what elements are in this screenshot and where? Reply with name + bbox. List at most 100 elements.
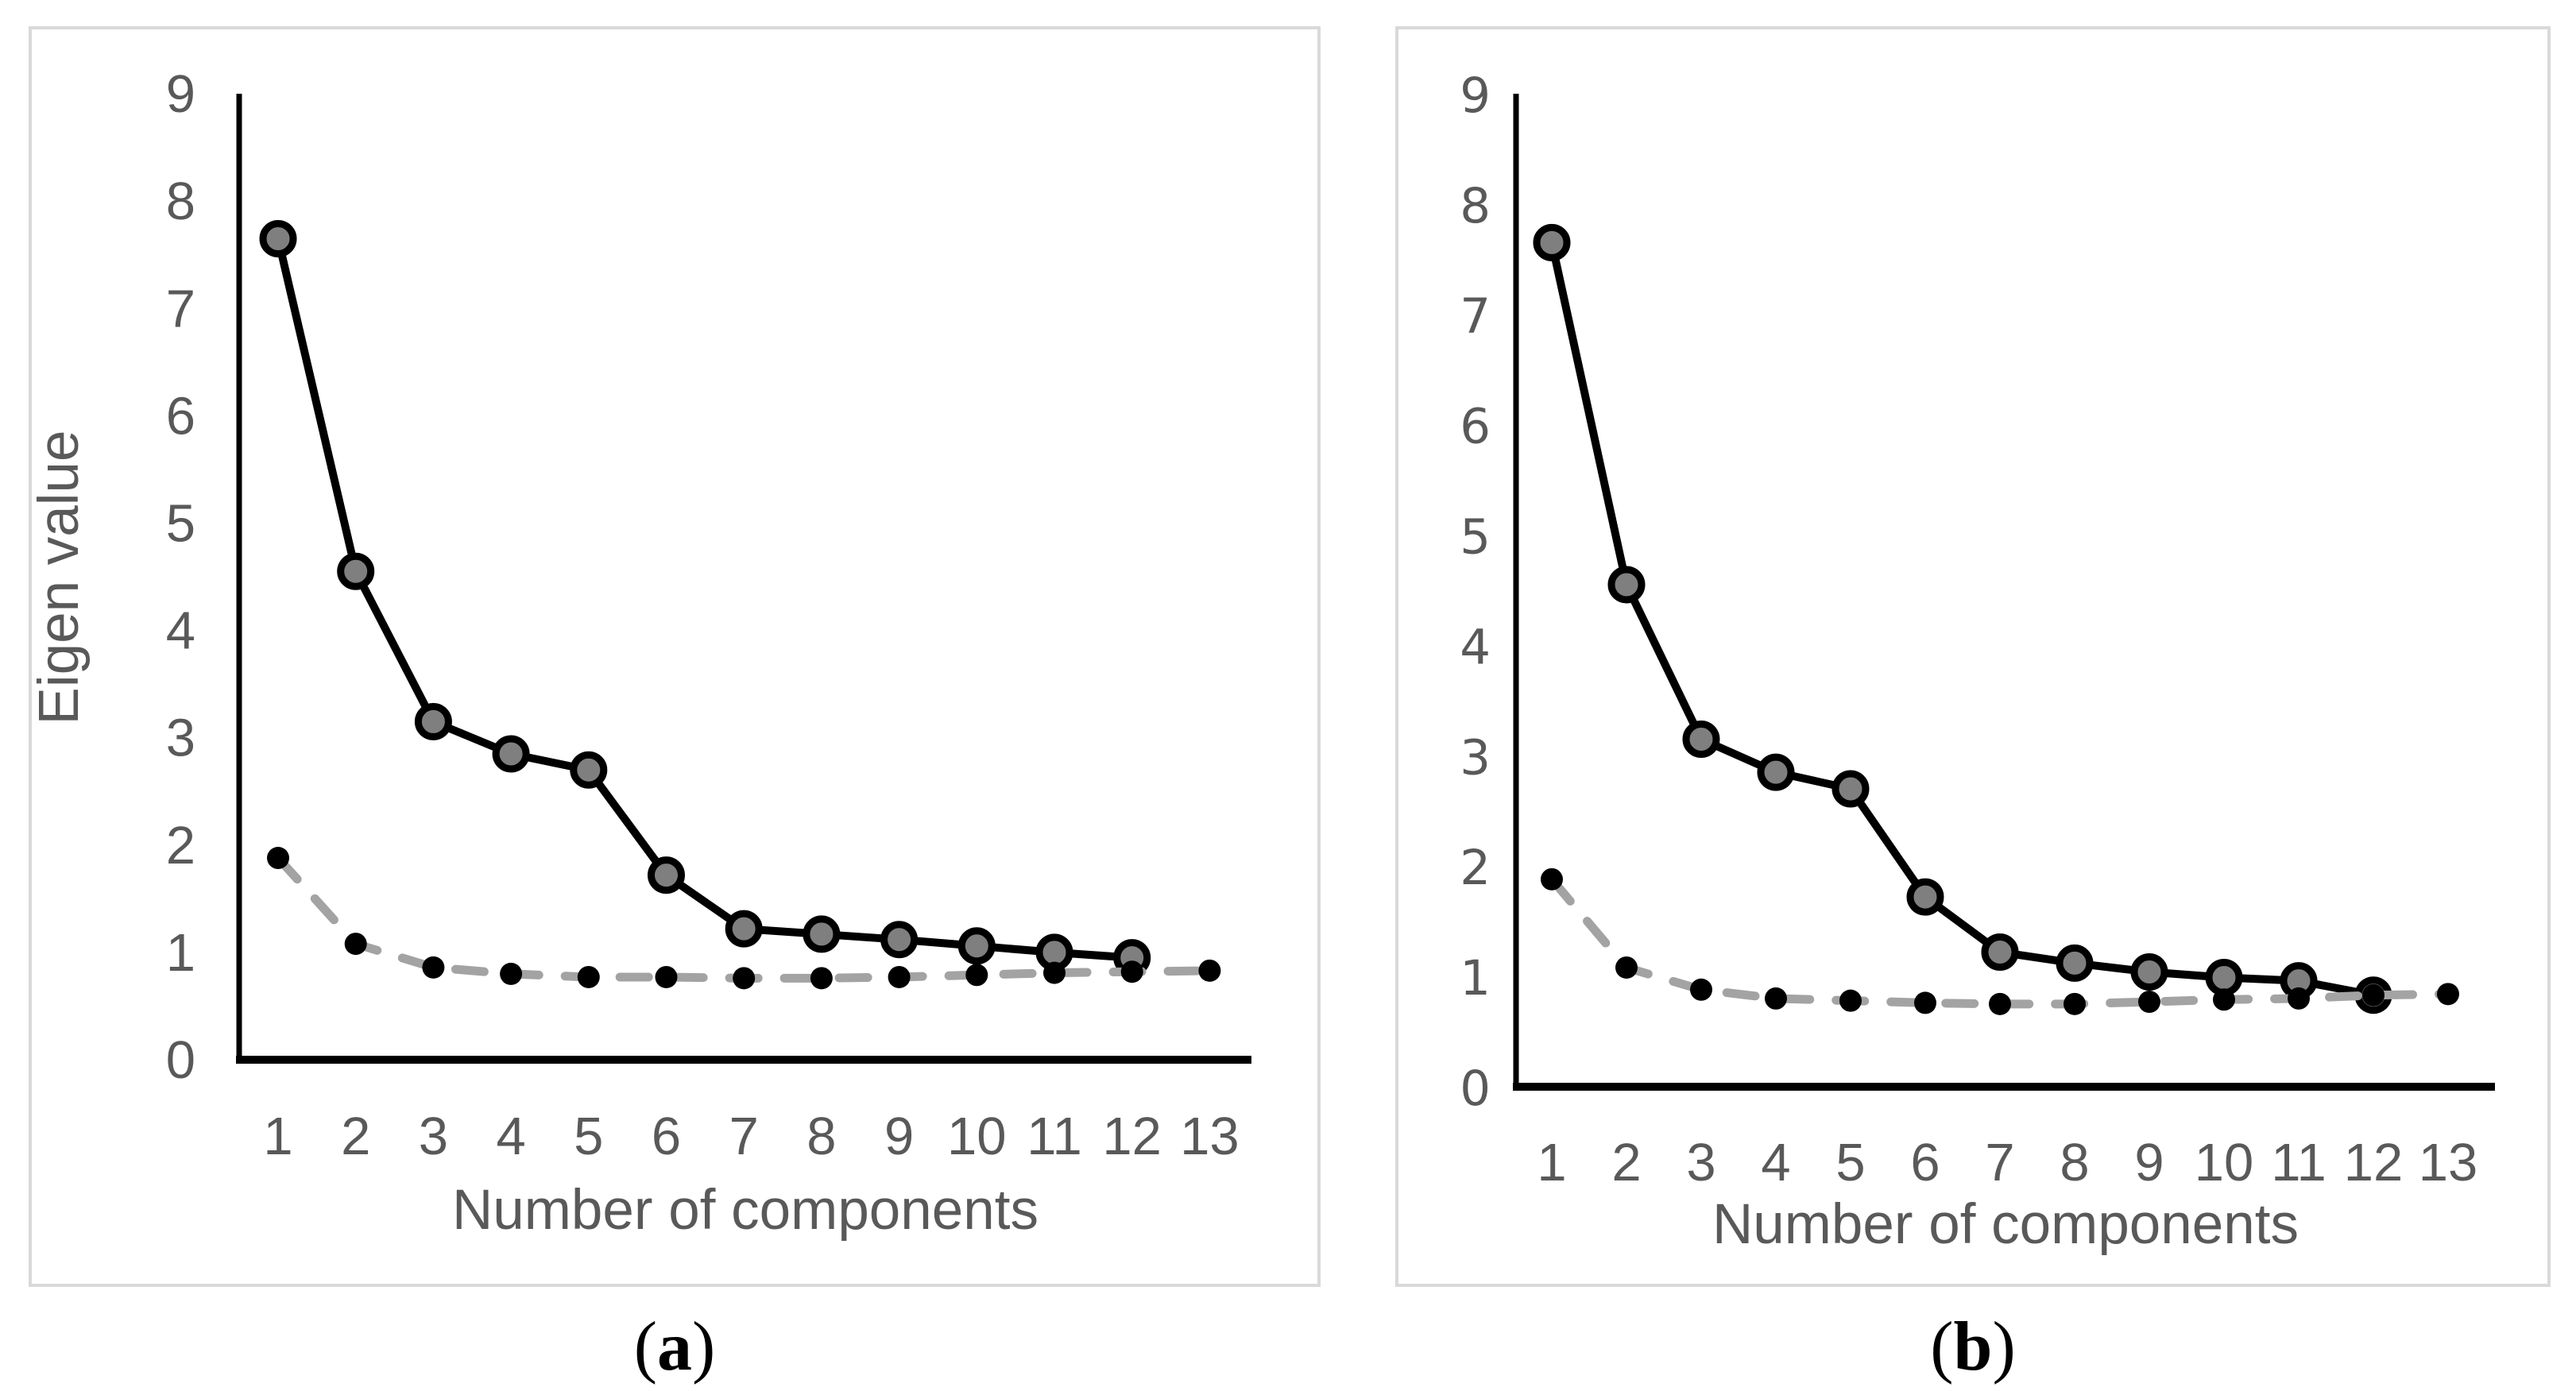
reference-marker	[888, 965, 911, 988]
x-tick-label: 10	[947, 1107, 1007, 1166]
reference-marker	[1043, 961, 1066, 984]
y-tick-label: 6	[1460, 399, 1491, 455]
x-tick-label: 8	[2060, 1133, 2089, 1192]
panel-a: 0 1 2 3 4 5 6 7 8 9 1 2 3 4 5 6 7 8 9 10 11 12 13 Number of com…	[29, 26, 1321, 1287]
reference-marker	[2437, 983, 2459, 1006]
x-tick-label: 13	[1180, 1107, 1240, 1166]
reference-marker	[1615, 956, 1638, 979]
x-axis-title: Number of components	[452, 1179, 1039, 1242]
y-tick-label: 6	[166, 386, 195, 446]
y-tick-label: 3	[166, 709, 195, 768]
eigenvalue-marker	[1831, 770, 1870, 808]
x-tick-label: 6	[652, 1107, 681, 1166]
x-axis-title: Number of components	[1712, 1193, 2299, 1256]
y-tick-label: 9	[1460, 68, 1491, 124]
reference-marker	[1765, 987, 1787, 1010]
y-tick-label: 7	[166, 279, 195, 338]
caption-a-letter: a	[657, 1308, 692, 1385]
reference-marker	[1541, 867, 1563, 891]
y-tick-label: 2	[1460, 840, 1491, 896]
eigenvalue-marker	[1533, 223, 1571, 261]
reference-marker	[2362, 983, 2385, 1007]
x-tick-label: 5	[574, 1107, 603, 1166]
panel-b: 0 1 2 3 4 5 6 7 8 9 1 2 3 4 5 6 7 8 9 10 11 12 13 Number of com…	[1395, 26, 2551, 1287]
reference-marker	[1198, 959, 1221, 982]
reference-marker	[2288, 987, 2310, 1010]
eigenvalue-marker	[1682, 720, 1720, 758]
y-tick-label: 0	[166, 1030, 195, 1090]
reference-marker	[422, 956, 445, 979]
reference-marker	[2064, 992, 2086, 1015]
caption-a: (a)	[29, 1309, 1321, 1389]
caption-b-close-paren: )	[1992, 1308, 2016, 1385]
eigenvalue-line	[274, 238, 1133, 962]
x-tick-label: 10	[2195, 1133, 2254, 1192]
x-tick-label: 3	[1686, 1133, 1715, 1192]
reference-marker	[1690, 978, 1712, 1001]
caption-b-open-paren: (	[1930, 1308, 1954, 1385]
eigenvalue-marker	[648, 856, 685, 894]
caption-b-letter: b	[1953, 1308, 1993, 1385]
eigenvalue-marker	[2056, 944, 2094, 982]
eigenvalue-marker	[570, 751, 608, 789]
y-tick-label: 1	[166, 923, 195, 983]
eigenvalue-line	[1548, 241, 2374, 999]
reference-marker	[1120, 960, 1143, 983]
reference-marker	[344, 933, 367, 956]
reference-marker	[655, 965, 678, 988]
x-tick-label: 6	[1910, 1133, 1940, 1192]
reference-marker	[2213, 988, 2235, 1011]
y-tick-label: 0	[1460, 1061, 1491, 1117]
x-tick-label: 11	[1027, 1107, 1082, 1166]
eigenvalue-marker	[880, 921, 919, 959]
y-tick-label: 7	[1460, 288, 1491, 345]
eigenvalue-marker	[1906, 878, 1944, 916]
x-tick-label: 7	[1985, 1133, 2014, 1192]
reference-marker	[965, 964, 988, 987]
reference-marker	[2138, 991, 2160, 1014]
x-tick-label: 5	[1835, 1133, 1865, 1192]
reference-marker	[810, 967, 833, 990]
y-axis-title: Eigen value	[32, 430, 91, 724]
x-tick-label: 2	[341, 1107, 370, 1166]
y-tick-label: 4	[1460, 619, 1491, 675]
x-tick-label: 8	[806, 1107, 836, 1166]
x-tick-label: 2	[1611, 1133, 1641, 1192]
y-tick-label: 4	[166, 601, 195, 661]
y-tick-label: 5	[1460, 509, 1491, 566]
caption-b: (b)	[1395, 1309, 2551, 1389]
y-tick-label: 8	[1460, 178, 1491, 234]
x-tick-label: 9	[2134, 1133, 2164, 1192]
reference-marker	[1839, 989, 1862, 1012]
caption-a-open-paren: (	[633, 1308, 657, 1385]
x-tick-label: 1	[1537, 1133, 1566, 1192]
reference-marker	[1989, 992, 2011, 1015]
reference-marker	[733, 967, 756, 990]
y-tick-label: 2	[166, 816, 195, 875]
eigenvalue-marker	[259, 219, 297, 257]
reference-marker	[500, 962, 523, 985]
x-tick-label: 3	[419, 1107, 448, 1166]
reference-marker	[1914, 991, 1936, 1014]
x-tick-label: 12	[2344, 1133, 2404, 1192]
y-tick-label: 9	[166, 64, 195, 124]
x-tick-label: 1	[263, 1107, 292, 1166]
eigenvalue-marker	[725, 910, 763, 948]
y-tick-label: 8	[166, 172, 195, 231]
eigenvalue-marker	[2205, 958, 2243, 996]
eigenvalue-marker	[1981, 933, 2019, 972]
x-tick-label: 4	[496, 1107, 525, 1166]
x-tick-label: 4	[1761, 1133, 1790, 1192]
eigenvalue-marker	[803, 915, 841, 953]
x-tick-label: 12	[1102, 1107, 1162, 1166]
x-tick-label: 7	[729, 1107, 759, 1166]
y-tick-label: 1	[1460, 950, 1491, 1007]
eigenvalue-marker	[337, 552, 375, 590]
eigenvalue-marker	[1607, 566, 1646, 604]
reference-marker	[577, 965, 600, 988]
eigenvalue-marker	[492, 735, 530, 773]
x-tick-label: 9	[884, 1107, 914, 1166]
eigenvalue-marker	[957, 927, 996, 965]
